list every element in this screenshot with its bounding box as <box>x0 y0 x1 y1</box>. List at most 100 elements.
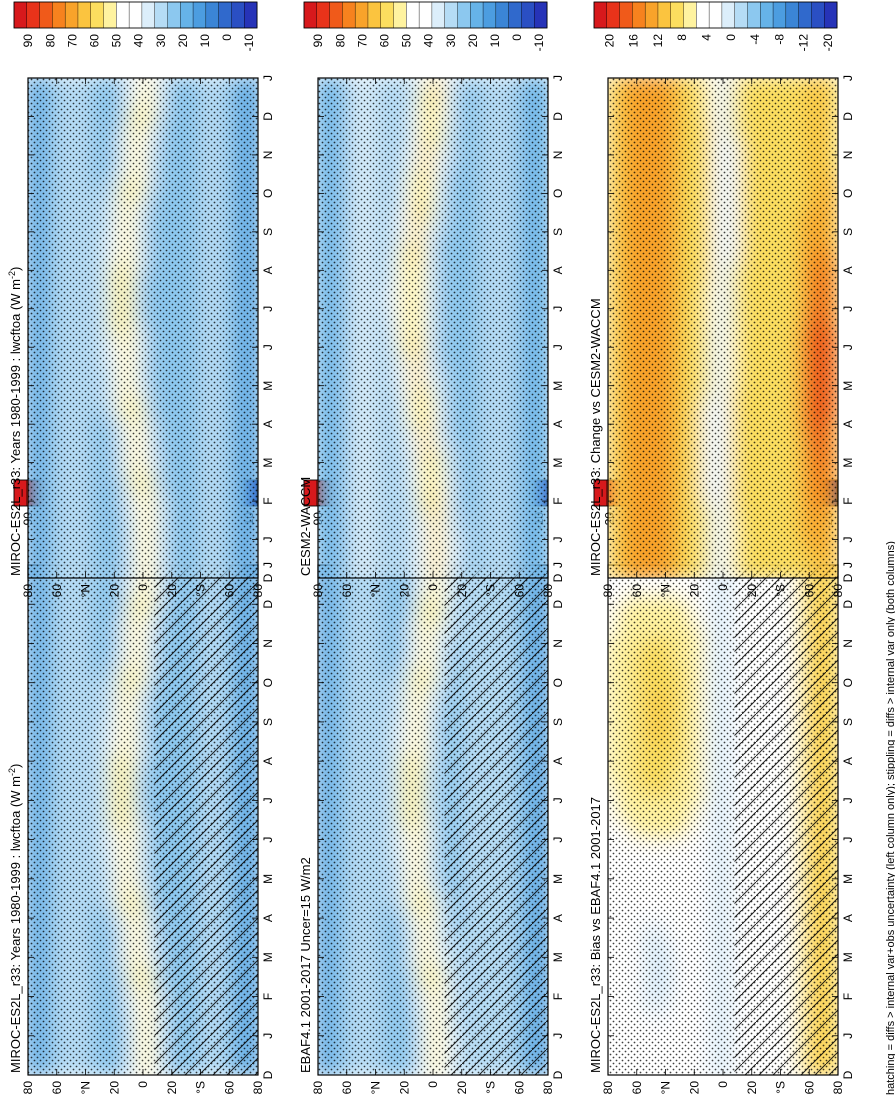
latitude-tick-label: °S <box>484 584 498 597</box>
colorbar-swatch <box>747 2 760 28</box>
month-tick-label: J <box>261 75 275 81</box>
colorbar-label: 50 <box>400 34 414 48</box>
colorbar-swatch <box>342 2 355 28</box>
colorbar-label: 80 <box>43 34 57 48</box>
panel-title: MIROC-ES2L_r33: Change vs CESM2-WACCM <box>588 298 603 576</box>
month-tick-label: J <box>551 344 565 350</box>
colorbar-swatch <box>671 2 684 28</box>
colorbar-swatch <box>534 2 547 28</box>
latitude-tick-label: 60 <box>512 584 526 598</box>
latitude-tick-label: 60 <box>340 584 354 598</box>
month-tick-label: M <box>841 952 855 962</box>
month-tick-label: N <box>551 639 565 648</box>
colorbar-swatch <box>155 2 168 28</box>
colorbar-label: 10 <box>198 34 212 48</box>
month-tick-label: O <box>841 678 855 687</box>
month-tick-label: M <box>261 952 275 962</box>
colorbar-label: -20 <box>821 34 835 52</box>
month-tick-label: D <box>551 600 565 609</box>
month-tick-label: J <box>551 306 565 312</box>
month-tick-label: A <box>841 420 855 428</box>
colorbar-label: 16 <box>627 34 641 48</box>
colorbar-swatch <box>129 2 142 28</box>
colorbar-swatch <box>632 2 645 28</box>
colorbar-swatch <box>735 2 748 28</box>
colorbar-label: 60 <box>377 34 391 48</box>
month-tick-label: M <box>261 381 275 391</box>
colorbar-swatch <box>432 2 445 28</box>
month-tick-label: M <box>551 458 565 468</box>
month-tick-label: D <box>551 112 565 121</box>
latitude-tick-label: °S <box>774 1081 788 1094</box>
colorbar-label: 12 <box>651 34 665 48</box>
panel-title: CESM2-WACCM <box>298 477 313 576</box>
latitude-tick-label: 80 <box>251 584 265 598</box>
latitude-tick-label: 60 <box>222 584 236 598</box>
colorbar-swatch <box>355 2 368 28</box>
colorbar-swatch <box>457 2 470 28</box>
latitude-tick-label: 60 <box>50 584 64 598</box>
colorbar-label: 80 <box>333 34 347 48</box>
colorbar-swatch <box>116 2 129 28</box>
colorbar-swatch <box>684 2 697 28</box>
footnote: hatching = diffs > internal var+obs unce… <box>885 541 895 1095</box>
month-tick-label: A <box>551 757 565 765</box>
colorbar-label: 40 <box>422 34 436 48</box>
month-tick-label: D <box>841 573 855 582</box>
month-tick-label: J <box>261 1033 275 1039</box>
colorbar-swatch <box>722 2 735 28</box>
month-tick-label: O <box>551 678 565 687</box>
month-tick-label: M <box>551 952 565 962</box>
colorbar-swatch <box>381 2 394 28</box>
colorbar-label: 90 <box>311 34 325 48</box>
latitude-tick-label: 0 <box>426 584 440 591</box>
month-tick-label: A <box>261 420 275 428</box>
month-tick-label: J <box>841 75 855 81</box>
month-tick-label: J <box>551 537 565 543</box>
latitude-tick-label: 80 <box>251 1081 265 1095</box>
colorbar-label: 30 <box>444 34 458 48</box>
month-tick-label: M <box>551 874 565 884</box>
latitude-tick-label: °N <box>369 584 383 597</box>
latitude-tick-label: 80 <box>601 584 615 598</box>
colorbar-swatch <box>180 2 193 28</box>
month-tick-label: O <box>551 189 565 198</box>
panel-title: MIROC-ES2L_r33: Years 1980-1999 : lwcfto… <box>7 267 23 576</box>
latitude-tick-label: °N <box>659 1081 673 1094</box>
month-tick-label: S <box>551 228 565 236</box>
latitude-tick-label: 80 <box>541 1081 555 1095</box>
colorbar-swatch <box>52 2 65 28</box>
month-tick-label: D <box>841 600 855 609</box>
month-tick-label: M <box>841 458 855 468</box>
month-tick-label: J <box>551 797 565 803</box>
colorbar-label: 50 <box>110 34 124 48</box>
colorbar-swatch <box>78 2 91 28</box>
latitude-tick-label: 0 <box>136 584 150 591</box>
colorbar-label: -4 <box>748 34 762 45</box>
latitude-tick-label: 0 <box>426 1081 440 1088</box>
colorbar-label: 40 <box>132 34 146 48</box>
month-tick-label: O <box>261 678 275 687</box>
latitude-tick-label: 80 <box>311 1081 325 1095</box>
colorbar-label: 30 <box>154 34 168 48</box>
month-tick-label: D <box>261 600 275 609</box>
latitude-tick-label: 80 <box>601 1081 615 1095</box>
month-tick-label: J <box>841 306 855 312</box>
colorbar-label: -12 <box>797 34 811 52</box>
month-tick-label: D <box>551 573 565 582</box>
month-tick-label: F <box>551 993 565 1000</box>
latitude-tick-label: 60 <box>802 584 816 598</box>
latitude-tick-label: 60 <box>340 1081 354 1095</box>
panel-title: EBAF4.1 2001-2017 Uncer=15 W/m2 <box>298 857 313 1073</box>
month-tick-label: J <box>261 797 275 803</box>
colorbar-swatch <box>696 2 709 28</box>
month-tick-label: A <box>551 914 565 922</box>
colorbar-swatch <box>509 2 522 28</box>
latitude-tick-label: °S <box>194 584 208 597</box>
month-tick-label: A <box>841 757 855 765</box>
